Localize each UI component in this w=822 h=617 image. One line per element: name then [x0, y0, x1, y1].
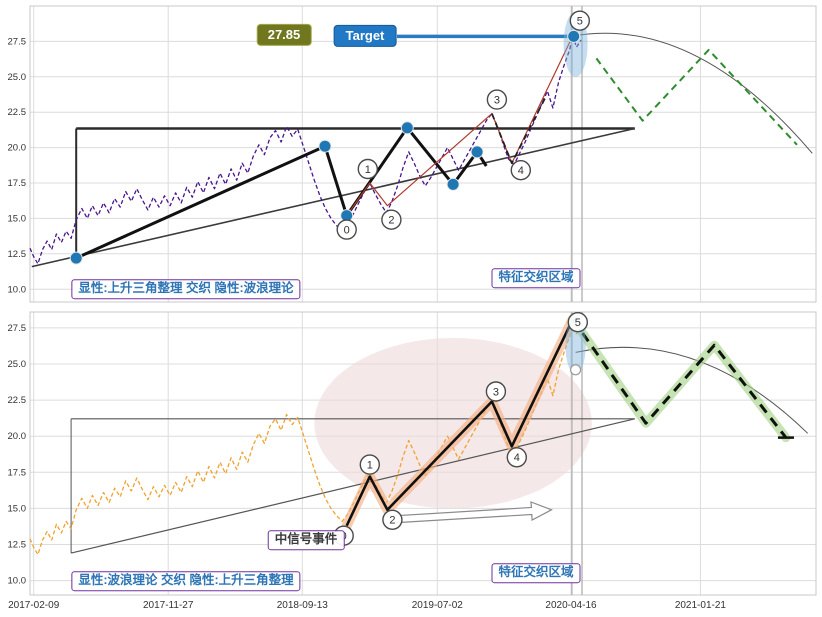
y-tick-label: 27.5 [8, 323, 27, 334]
grid [30, 6, 816, 302]
wave-label-2: 2 [381, 209, 402, 230]
panel-border [29, 5, 817, 303]
triangle-support [70, 418, 635, 554]
y-tick-label: 15.0 [8, 503, 27, 514]
triangle-support [31, 127, 635, 268]
wave-label-3: 3 [485, 381, 507, 402]
hidden-dash [491, 97, 546, 165]
background-ellipse [314, 338, 592, 509]
wave-label-1: 1 [357, 158, 378, 180]
ghost-marker [569, 364, 582, 376]
svg-text:3: 3 [494, 94, 500, 106]
projection-green [595, 48, 798, 146]
pivot-dot [318, 139, 332, 153]
pattern-label-top[interactable]: 显性:上升三角整理 交织 隐性:波浪理论 [71, 279, 301, 299]
y-tick-label: 22.5 [8, 395, 27, 406]
y-tick-label: 10.0 [8, 576, 27, 587]
price-line [29, 35, 582, 265]
x-tick-label: 2017-11-27 [143, 600, 194, 611]
pivot-dot [567, 29, 581, 43]
target-value-badge[interactable]: 27.85 [256, 23, 312, 47]
y-tick-label: 25.0 [8, 359, 27, 370]
panel-border [29, 311, 817, 596]
svg-text:2: 2 [388, 215, 394, 227]
projection-dashed-glow [568, 314, 791, 443]
y-tick-label: 17.5 [8, 467, 27, 478]
svg-text:5: 5 [577, 16, 583, 28]
signal-event-label[interactable]: 中信号事件 [267, 530, 345, 550]
panel-explicit-triangle: 0 1 2 3 4 5 27.5 25.0 22.5 20.0 17.5 15.0 12.5 10.0 [8, 5, 817, 303]
wave-label-4: 4 [506, 447, 527, 468]
pivot-dot [69, 251, 83, 265]
svg-text:1: 1 [365, 164, 371, 176]
x-tick-label: 2020-04-16 [545, 600, 597, 611]
svg-text:4: 4 [514, 452, 520, 464]
x-tick-label: 2019-07-02 [412, 600, 464, 611]
svg-text:2: 2 [389, 515, 395, 527]
trend-arrow [383, 501, 553, 525]
y-tick-label: 25.0 [8, 72, 27, 83]
pivot-dot [400, 121, 414, 135]
wave-label-5: 5 [567, 312, 588, 333]
wave-path [346, 35, 574, 216]
svg-text:1: 1 [367, 459, 373, 471]
target-badge[interactable]: Target [333, 24, 397, 48]
wave-label-1: 1 [359, 454, 380, 475]
wave-impulse [345, 318, 574, 527]
y-tick-label: 12.5 [8, 540, 27, 551]
wave-label-3: 3 [486, 89, 508, 110]
y-tick-label: 20.0 [8, 431, 27, 442]
forecast-arc [574, 32, 813, 154]
pivot-dot [446, 177, 460, 191]
pattern-label-bottom[interactable]: 显性:波浪理论 交织 隐性:上升三角整理 [71, 571, 301, 591]
zone-label-top[interactable]: 特征交织区域 [491, 268, 581, 288]
svg-text:5: 5 [575, 317, 581, 329]
wave-label-5: 5 [569, 10, 590, 31]
x-tick-label: 2018-09-13 [277, 600, 329, 611]
zone-label-bottom[interactable]: 特征交织区域 [491, 563, 581, 583]
x-tick-label: 2017-02-09 [8, 600, 60, 611]
svg-text:4: 4 [518, 165, 524, 177]
y-tick-label: 10.0 [8, 284, 27, 295]
pivot-dot [470, 145, 484, 159]
projection-dashed [571, 318, 788, 439]
y-tick-label: 17.5 [8, 178, 27, 189]
y-tick-label: 20.0 [8, 143, 27, 154]
wave-label-4: 4 [510, 159, 531, 181]
x-tick-label: 2021-01-21 [675, 600, 727, 611]
y-tick-label: 22.5 [8, 107, 27, 118]
y-tick-label: 27.5 [8, 36, 27, 47]
svg-text:3: 3 [493, 386, 499, 398]
svg-text:0: 0 [344, 224, 350, 236]
y-tick-label: 15.0 [8, 213, 27, 224]
wave-label-0: 0 [336, 219, 357, 240]
y-tick-label: 12.5 [8, 249, 27, 260]
forecast-arc [575, 346, 809, 434]
wave-label-2: 2 [382, 509, 403, 530]
